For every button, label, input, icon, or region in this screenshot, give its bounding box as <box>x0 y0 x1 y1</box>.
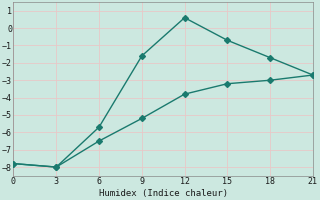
X-axis label: Humidex (Indice chaleur): Humidex (Indice chaleur) <box>99 189 228 198</box>
